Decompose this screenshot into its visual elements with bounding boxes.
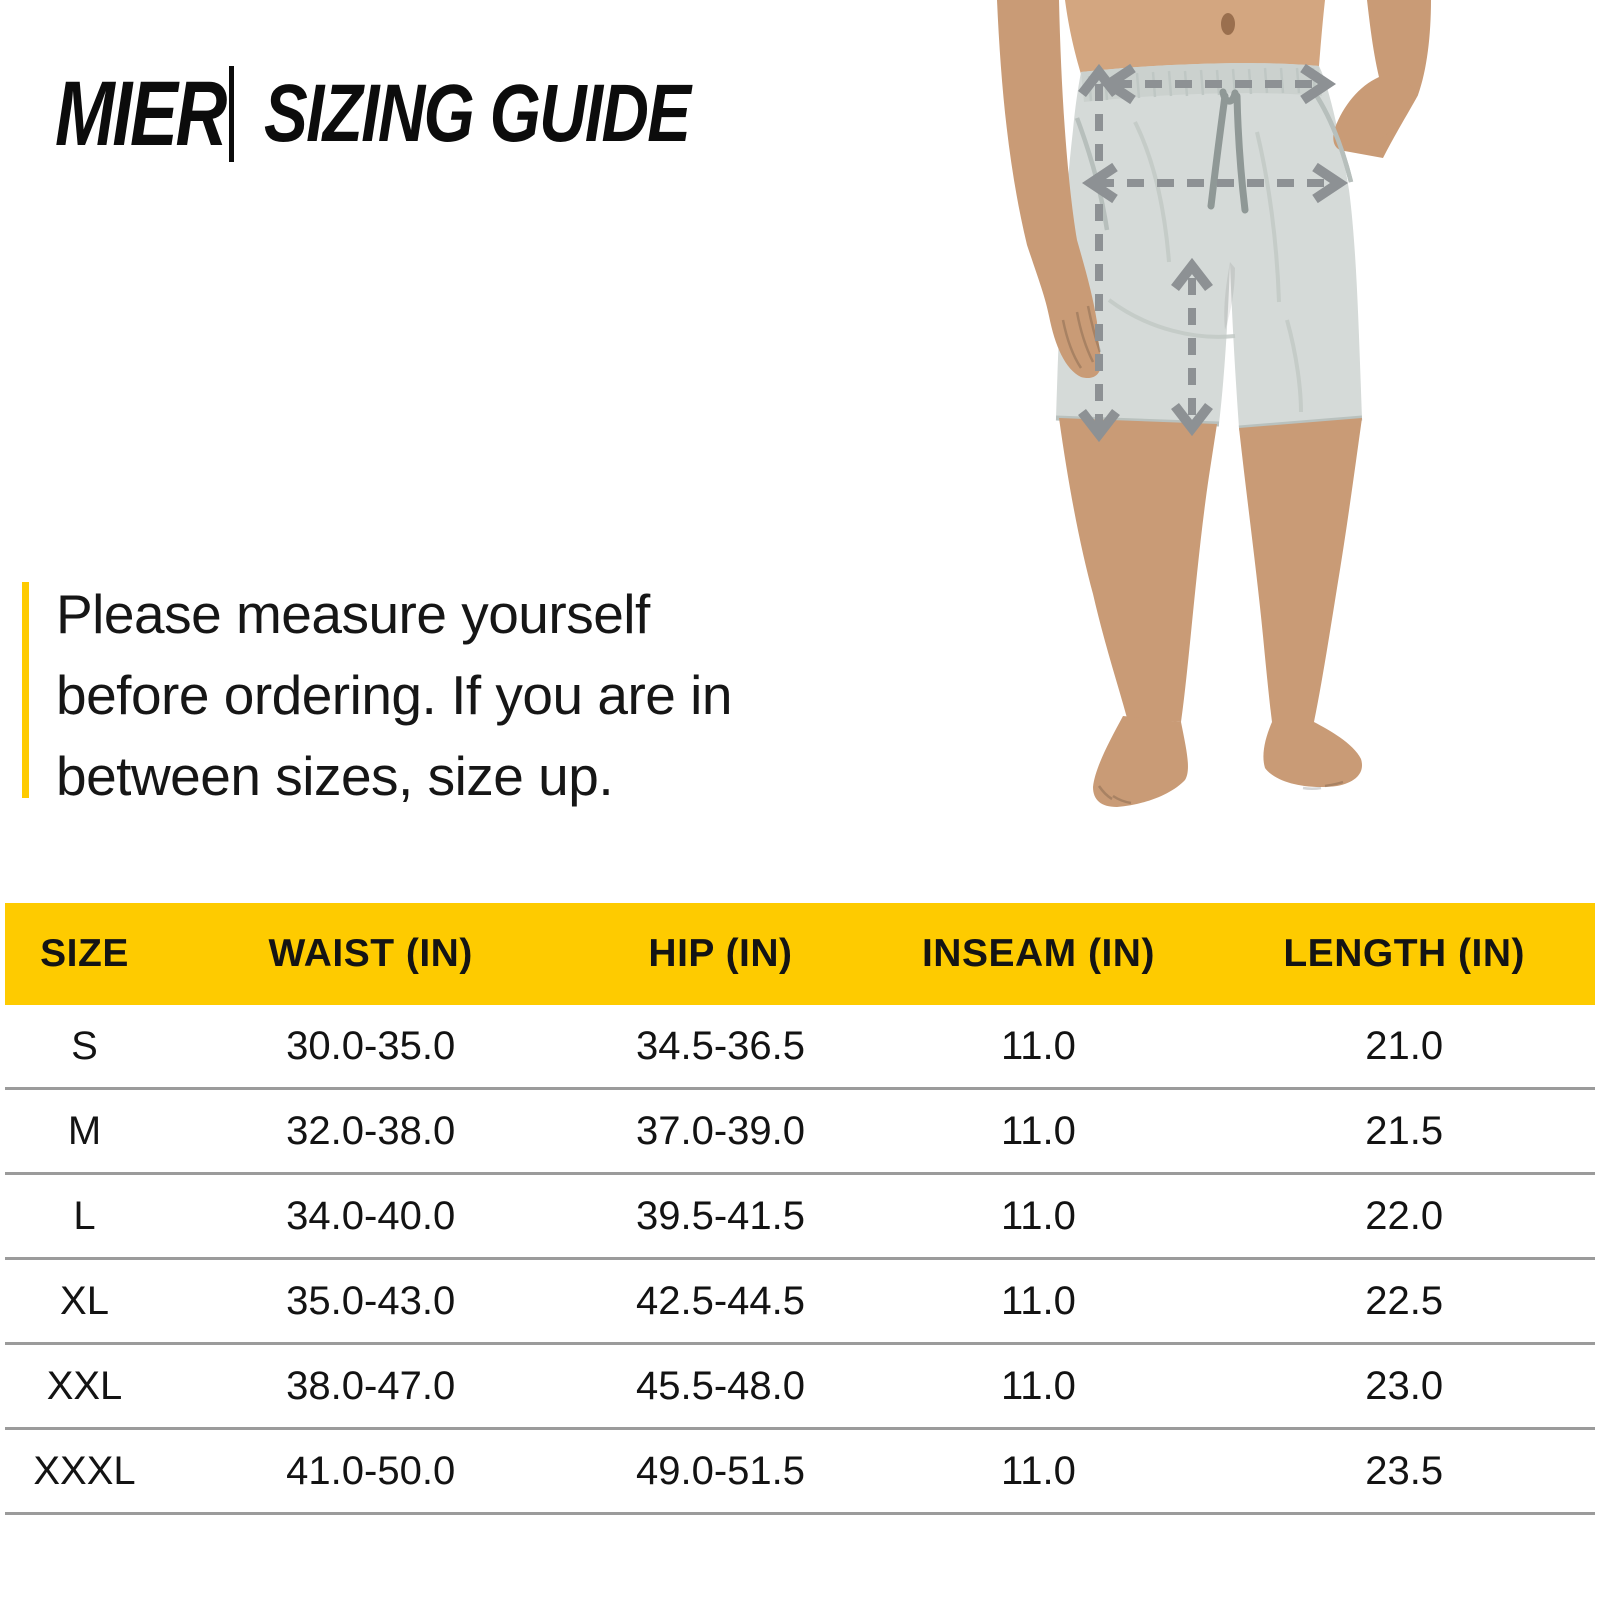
inseam-cell: 11.0 — [1001, 1448, 1076, 1493]
table-row: XXL 38.0-47.0 45.5-48.0 11.0 23.0 — [5, 1344, 1595, 1429]
hip-cell: 42.5-44.5 — [635, 1278, 805, 1323]
note-line: between sizes, size up. — [56, 745, 614, 807]
header: MIER SIZING GUIDE — [55, 62, 796, 165]
table-row: M 32.0-38.0 37.0-39.0 11.0 21.5 — [5, 1089, 1595, 1174]
model-legs — [1059, 418, 1362, 807]
column-header-length: LENGTH (IN) — [1213, 903, 1595, 1005]
waist-cell: 32.0-38.0 — [286, 1108, 456, 1153]
hip-cell: 34.5-36.5 — [635, 1023, 805, 1068]
length-cell: 23.0 — [1365, 1363, 1444, 1408]
size-cell: XXL — [46, 1363, 123, 1408]
waist-cell: 41.0-50.0 — [286, 1448, 456, 1493]
column-header-hip: HIP (IN) — [577, 903, 864, 1005]
column-header-waist: WAIST (IN) — [164, 903, 578, 1005]
table-row: XXXL 41.0-50.0 49.0-51.5 11.0 23.5 — [5, 1429, 1595, 1514]
waist-cell: 34.0-40.0 — [286, 1193, 456, 1238]
model-left-arm — [997, 0, 1102, 379]
column-header-inseam: INSEAM (IN) — [863, 903, 1214, 1005]
length-cell: 21.5 — [1365, 1108, 1444, 1153]
header-row: SIZE WAIST (IN) HIP (IN) INSEAM (IN) LEN… — [5, 903, 1595, 1005]
size-cell: L — [73, 1193, 96, 1238]
brand-logo: MIER — [55, 62, 227, 165]
inseam-cell: 11.0 — [1001, 1363, 1076, 1408]
waist-cell: 38.0-47.0 — [286, 1363, 456, 1408]
size-chart-header: SIZE WAIST (IN) HIP (IN) INSEAM (IN) LEN… — [5, 903, 1595, 1005]
inseam-cell: 11.0 — [1001, 1278, 1076, 1323]
size-chart-table: SIZE WAIST (IN) HIP (IN) INSEAM (IN) LEN… — [5, 903, 1595, 1515]
waist-cell: 30.0-35.0 — [286, 1023, 456, 1068]
note-accent-bar — [22, 582, 29, 798]
measure-note: Please measure yourself before ordering.… — [22, 574, 732, 817]
length-cell: 23.5 — [1365, 1448, 1444, 1493]
hip-cell: 37.0-39.0 — [635, 1108, 805, 1153]
waist-arrow — [1099, 63, 1337, 105]
inseam-arrow — [1171, 257, 1213, 437]
inseam-cell: 11.0 — [1001, 1193, 1076, 1238]
model-photo — [997, 0, 1431, 807]
inseam-cell: 11.0 — [1001, 1023, 1076, 1068]
model-torso — [1065, 0, 1325, 74]
inseam-cell: 11.0 — [1001, 1108, 1076, 1153]
hip-cell: 39.5-41.5 — [635, 1193, 805, 1238]
size-chart-body: S 30.0-35.0 34.5-36.5 11.0 21.0 M 32.0-3… — [5, 1005, 1595, 1514]
hip-arrow — [1081, 162, 1349, 204]
column-header-size: SIZE — [5, 903, 164, 1005]
logo-divider — [229, 66, 234, 162]
table-row: L 34.0-40.0 39.5-41.5 11.0 22.0 — [5, 1174, 1595, 1259]
waist-cell: 35.0-43.0 — [286, 1278, 456, 1323]
note-line: before ordering. If you are in — [56, 664, 732, 726]
hip-cell: 45.5-48.0 — [635, 1363, 805, 1408]
page-title: SIZING GUIDE — [264, 68, 691, 159]
length-cell: 22.5 — [1365, 1278, 1444, 1323]
note-line: Please measure yourself — [56, 583, 650, 645]
size-cell: M — [67, 1108, 102, 1153]
size-cell: XL — [60, 1278, 109, 1323]
table-row: S 30.0-35.0 34.5-36.5 11.0 21.0 — [5, 1005, 1595, 1089]
size-cell: XXXL — [33, 1448, 136, 1493]
table-row: XL 35.0-43.0 42.5-44.5 11.0 22.5 — [5, 1259, 1595, 1344]
note-text: Please measure yourself before ordering.… — [56, 574, 732, 817]
hip-cell: 49.0-51.5 — [635, 1448, 805, 1493]
size-cell: S — [71, 1023, 98, 1068]
length-cell: 21.0 — [1365, 1023, 1444, 1068]
drawstring — [1207, 88, 1249, 214]
length-cell: 22.0 — [1365, 1193, 1444, 1238]
